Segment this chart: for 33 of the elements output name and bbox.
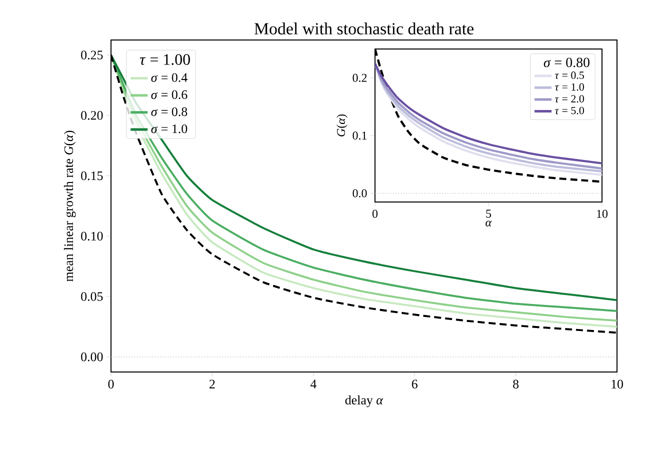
x-axis-title: α	[486, 220, 492, 226]
x-tick-label: 10	[597, 210, 608, 218]
chart-title: Model with stochastic death rate	[254, 22, 474, 34]
legend-label: τ = 1.0	[555, 83, 584, 91]
x-tick-label: 5	[486, 210, 492, 218]
y-tick-label: 0.05	[81, 292, 103, 301]
y-tick-label: 0.15	[81, 171, 103, 180]
x-tick-label: 0	[108, 380, 114, 388]
x-tick-label: 0	[372, 210, 378, 218]
legend-label: τ = 2.0	[555, 95, 584, 102]
legend-label: σ = 1.0	[151, 124, 188, 134]
y-axis-title: mean linear growth rate G(α)	[64, 130, 76, 282]
y-tick-label: 0.2	[352, 74, 367, 82]
legend-label: σ = 0.8	[151, 107, 188, 116]
x-tick-label: 6	[412, 380, 418, 388]
x-tick-label: 8	[513, 380, 519, 388]
legend-title: τ = 1.00	[140, 54, 190, 65]
legend-label: σ = 0.6	[151, 90, 188, 100]
legend-label: τ = 0.5	[555, 72, 584, 79]
y-axis-title: G(α)	[336, 114, 348, 136]
legend-title: σ = 0.80	[544, 58, 590, 68]
legend-label: σ = 0.4	[151, 73, 188, 82]
y-tick-label: 0.10	[81, 232, 103, 241]
y-tick-label: 0.00	[81, 352, 103, 362]
x-axis-title: delay α	[345, 395, 384, 408]
y-tick-label: 0.1	[352, 132, 367, 140]
y-tick-label: 0.0	[352, 189, 367, 198]
x-tick-label: 10	[612, 380, 623, 388]
x-tick-label: 4	[310, 380, 316, 388]
legend-label: τ = 5.0	[555, 106, 584, 114]
x-tick-label: 2	[210, 380, 215, 388]
y-tick-label: 0.20	[81, 111, 103, 120]
y-tick-label: 0.25	[81, 50, 103, 60]
